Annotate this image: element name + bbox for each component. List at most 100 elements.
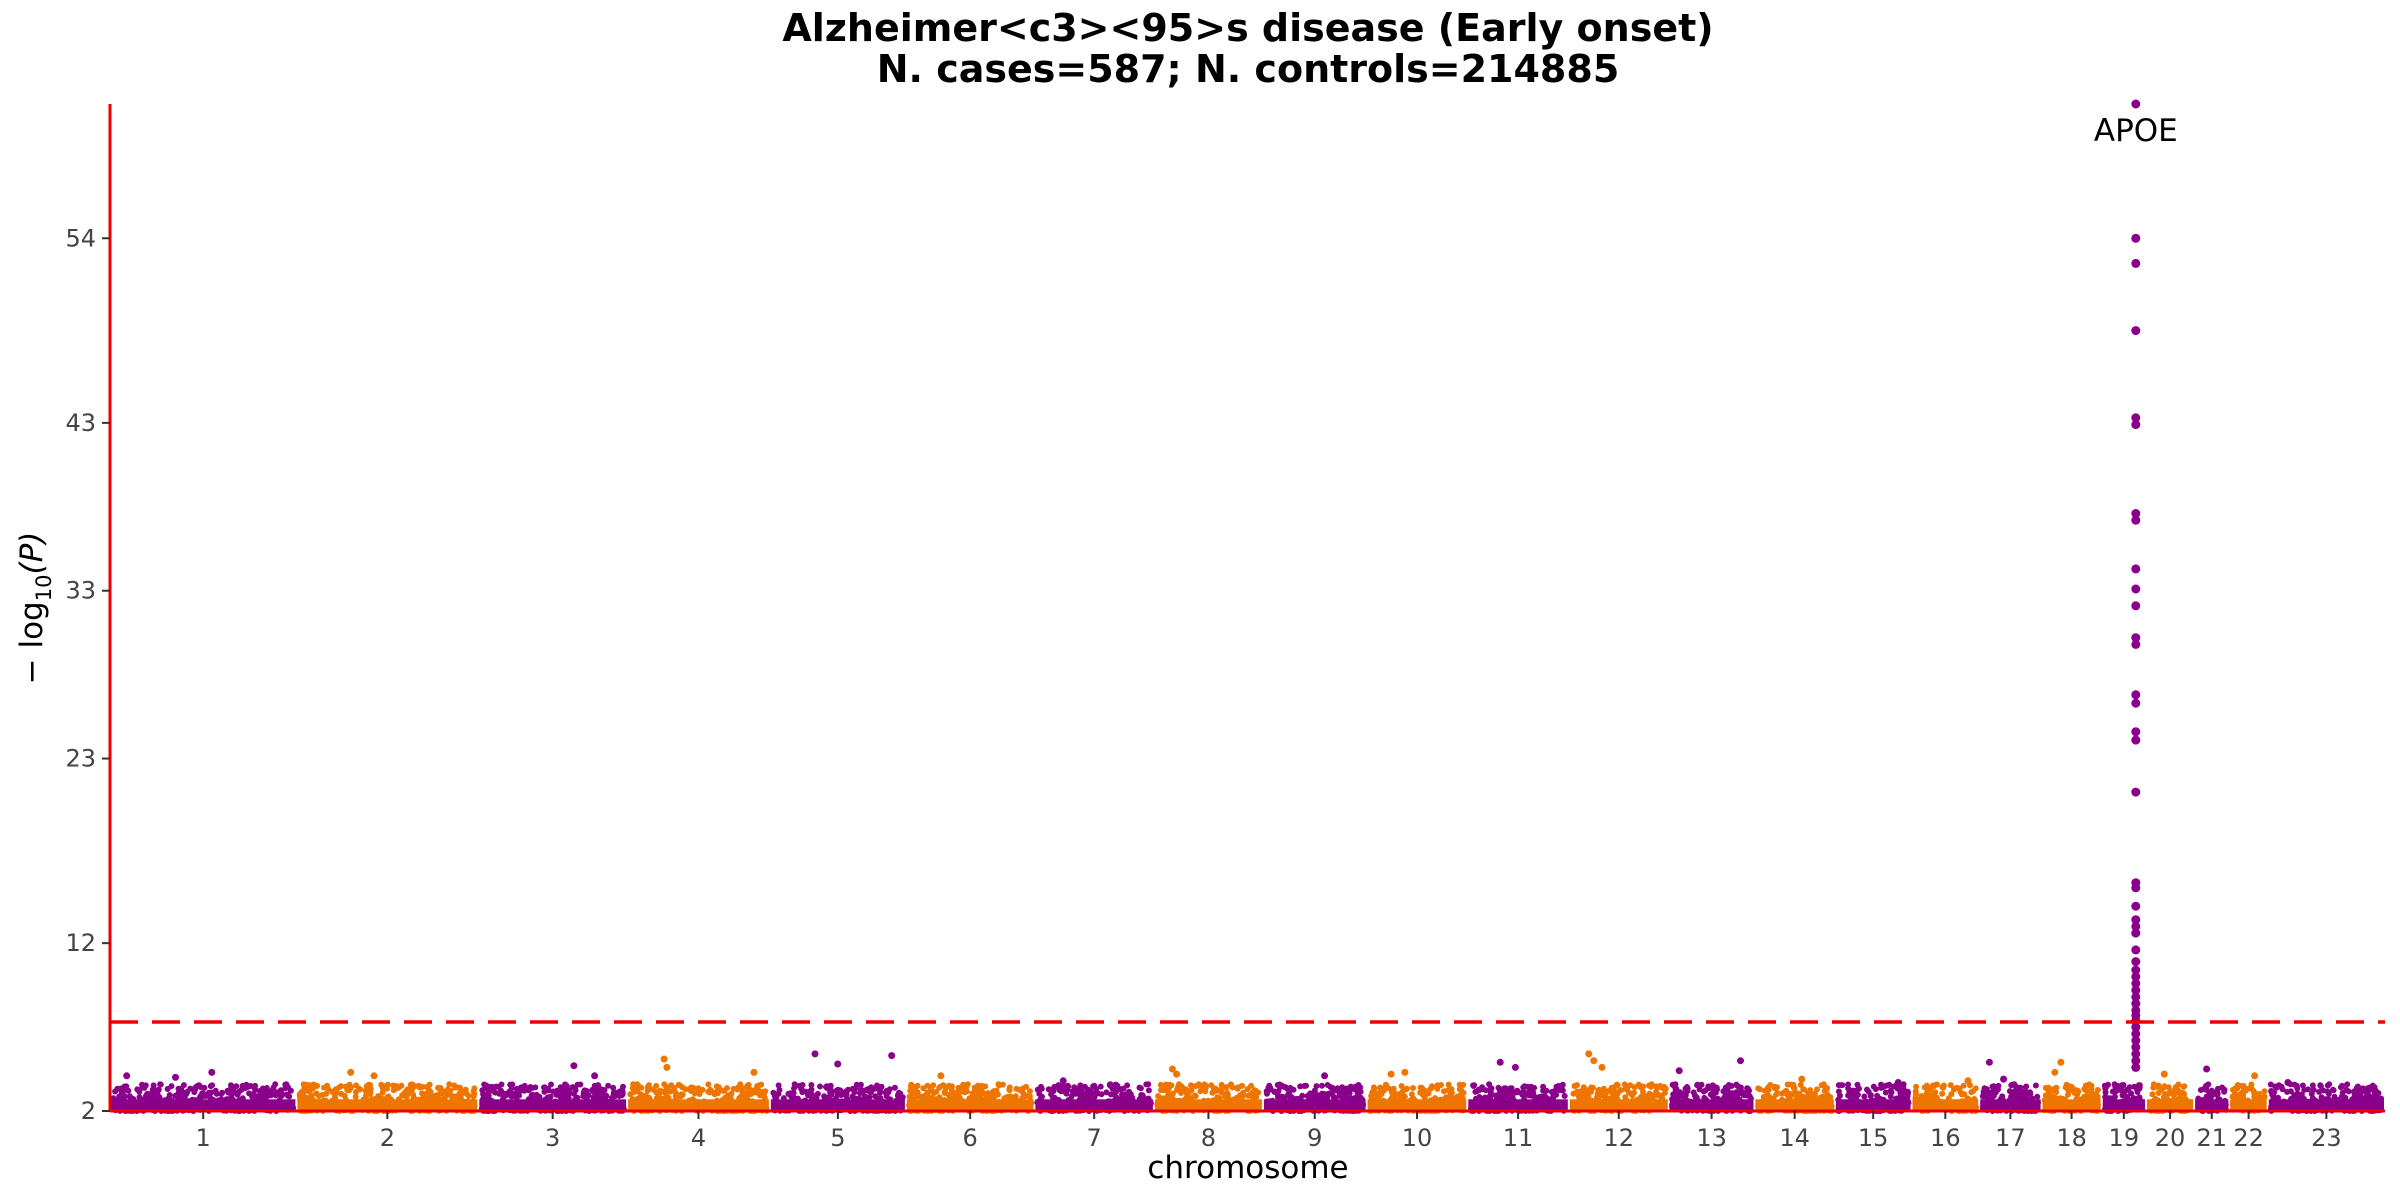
x-tick-label-20: 20: [2155, 1124, 2186, 1152]
chromosome-points-7: [1034, 1081, 1154, 1114]
data-point-chr13-0: [1737, 1057, 1744, 1065]
data-point-chr12-1: [1590, 1057, 1598, 1065]
data-point-chr6-0: [937, 1072, 945, 1080]
chromosome-points-18: [2041, 1081, 2101, 1114]
data-point-chr22-0: [2251, 1072, 2259, 1080]
data-point-chr19-29: [2131, 985, 2141, 995]
data-point-chr19-17: [2131, 787, 2141, 797]
data-point-chr19-0: [2131, 99, 2141, 109]
data-point-chr11-0: [1496, 1058, 1504, 1066]
chromosome-points-21: [2195, 1081, 2229, 1114]
chromosome-points-12: [1570, 1081, 1669, 1114]
chromosome-points-5: [770, 1081, 906, 1114]
y-axis-title-subscript: 10: [32, 575, 56, 602]
x-tick-label-5: 5: [830, 1124, 845, 1152]
data-point-chr19-35: [2131, 1022, 2141, 1032]
data-point-chr19-10: [2131, 601, 2141, 611]
data-point-chr19-7: [2131, 515, 2141, 525]
data-point-chr12-0: [1585, 1050, 1593, 1058]
data-point-chr19-12: [2131, 639, 2141, 649]
x-tick-label-2: 2: [380, 1124, 395, 1152]
data-point-chr19-39: [2131, 1049, 2141, 1059]
x-tick-label-23: 23: [2311, 1124, 2342, 1152]
x-tick-label-11: 11: [1503, 1124, 1534, 1152]
y-tick-label-33: 33: [65, 577, 96, 605]
data-point-chr3-1: [591, 1072, 599, 1080]
chromosome-band-18: [2042, 1099, 2101, 1111]
data-point-chr7-0: [1059, 1077, 1067, 1085]
chromosome-points-16: [1912, 1081, 1980, 1114]
data-point-chr5-2: [834, 1060, 842, 1068]
data-point-chr18-1: [2051, 1068, 2059, 1076]
chromosome-points-2: [296, 1081, 478, 1114]
data-point-chr17-0: [1985, 1058, 1993, 1066]
data-point-chr4-1: [663, 1063, 671, 1071]
data-point-chr15-0: [1894, 1079, 1902, 1086]
data-point-chr19-22: [2131, 921, 2141, 931]
data-point-chr19-26: [2131, 965, 2141, 975]
chromosome-points-6: [906, 1081, 1035, 1114]
data-point-chr8-0: [1168, 1065, 1176, 1073]
data-point-chr21-0: [2203, 1065, 2211, 1073]
data-point-chr5-0: [811, 1050, 819, 1058]
x-tick-label-8: 8: [1201, 1124, 1216, 1152]
data-point-chr18-0: [2057, 1058, 2065, 1066]
data-point-chr5-1: [888, 1052, 896, 1060]
data-point-chr19-31: [2131, 999, 2141, 1009]
data-point-chr19-3: [2131, 326, 2141, 336]
x-tick-label-1: 1: [196, 1124, 211, 1152]
y-tick-label-23: 23: [65, 745, 96, 773]
data-point-chr11-1: [1511, 1063, 1519, 1071]
data-point-chr19-21: [2131, 915, 2141, 925]
data-point-chr19-27: [2131, 972, 2141, 982]
data-point-chr19-37: [2131, 1036, 2141, 1045]
x-axis-title: chromosome: [1147, 1150, 1348, 1186]
x-ticks: 1 2 3 4 5 6 7 8 9 10 11 12 13 14 15 16 17 18 19 20 21 22 23: [196, 1111, 2342, 1152]
data-point-chr19-9: [2131, 584, 2141, 594]
data-point-chr9-0: [1321, 1072, 1329, 1080]
x-tick-label-22: 22: [2233, 1124, 2264, 1152]
data-point-chr1-1: [123, 1072, 131, 1080]
chromosome-points-23: [2267, 1081, 2385, 1114]
x-tick-label-4: 4: [691, 1124, 706, 1152]
x-tick-label-13: 13: [1696, 1124, 1727, 1152]
y-axis-title-prefix: − log: [14, 601, 50, 684]
data-point-chr19-16: [2131, 735, 2141, 745]
data-point-chr14-0: [1798, 1075, 1806, 1083]
y-axis-title: − log10(P): [14, 532, 56, 685]
data-point-chr19-8: [2131, 564, 2141, 574]
data-point-chr19-25: [2131, 957, 2141, 967]
x-tick-label-15: 15: [1858, 1124, 1889, 1152]
data-point-chr16-0: [1964, 1077, 1972, 1085]
data-point-chr19-38: [2131, 1042, 2141, 1052]
x-tick-label-3: 3: [545, 1124, 560, 1152]
data-point-chr10-0: [1401, 1068, 1409, 1076]
data-point-chr19-1: [2131, 233, 2141, 243]
x-tick-label-21: 21: [2196, 1124, 2227, 1152]
data-point-chr1-2: [172, 1073, 179, 1081]
chromosome-points-17: [1979, 1081, 2041, 1114]
x-tick-label-16: 16: [1930, 1124, 1961, 1152]
annotations: APOE: [2094, 113, 2178, 149]
data-point-chr13-1: [1675, 1067, 1683, 1075]
data-point-chr19-28: [2131, 978, 2141, 988]
chromosome-band-9: [1263, 1099, 1366, 1111]
data-point-chr3-0: [570, 1062, 578, 1070]
y-tick-label-43: 43: [65, 409, 96, 437]
data-point-chr19-6: [2131, 509, 2141, 518]
data-point-chr19-20: [2131, 901, 2141, 911]
data-point-chr19-36: [2131, 1029, 2141, 1039]
x-tick-label-19: 19: [2109, 1124, 2140, 1152]
x-tick-label-6: 6: [963, 1124, 978, 1152]
data-point-chr19-24: [2131, 945, 2141, 955]
chromosome-points-8: [1154, 1081, 1262, 1114]
chromosome-points-20: [2147, 1081, 2194, 1114]
chromosome-points-14: [1755, 1081, 1835, 1114]
chromosome-points-3: [478, 1081, 627, 1114]
x-tick-label-14: 14: [1779, 1124, 1810, 1152]
x-tick-label-12: 12: [1604, 1124, 1635, 1152]
y-ticks: 2 12 23 33 43 54: [65, 224, 110, 1125]
data-point-chr23-0: [2284, 1079, 2292, 1086]
chart-title: Alzheimer<c3><95>s disease (Early onset): [782, 6, 1713, 50]
chromosome-points-22: [2229, 1081, 2268, 1114]
